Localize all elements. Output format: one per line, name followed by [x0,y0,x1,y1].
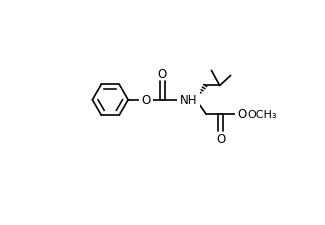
Text: O: O [158,67,167,80]
Text: O: O [238,108,247,121]
Text: O: O [141,94,150,107]
Text: OCH₃: OCH₃ [248,110,277,119]
Text: O: O [216,133,225,146]
Text: NH: NH [180,94,197,107]
